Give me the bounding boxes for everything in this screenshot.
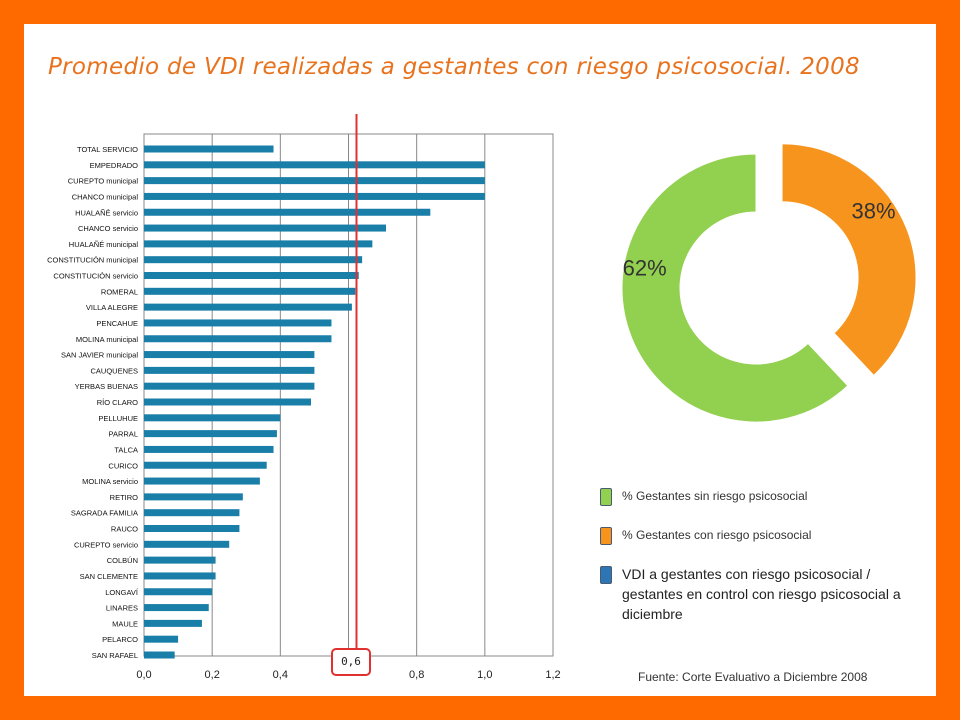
category-label: PARRAL [109,430,138,439]
bar [144,145,274,153]
donut-slice-con-riesgo [781,143,917,377]
category-label: LINARES [106,604,138,613]
category-label: HUALAÑÉ servicio [75,208,138,217]
bar [144,351,315,359]
bar [144,651,175,659]
category-label: CONSTITUCIÓN municipal [47,256,138,265]
category-label: RAUCO [111,525,138,534]
donut-chart: 38% 62% [621,143,917,423]
x-tick-label: 0,8 [409,669,424,681]
bar [144,366,315,374]
category-label: CONSTITUCIÓN servicio [53,272,138,281]
bar [144,272,359,279]
bar [144,572,216,580]
category-label: CHANCO municipal [72,192,139,201]
bar [144,445,274,453]
bar [144,287,356,295]
bar [144,414,281,422]
category-label: PELARCO [102,635,138,644]
donut-value-label: 62% [623,256,667,281]
category-label: LONGAVÍ [105,588,139,597]
x-tick-label: 0,4 [273,669,288,681]
category-label: VILLA ALEGRE [86,303,138,312]
legend-label: % Gestantes con riesgo psicosocial [622,528,812,542]
category-label: YERBAS BUENAS [75,382,138,391]
category-label: CUREPTO servicio [74,540,138,549]
category-label: MOLINA municipal [76,335,138,344]
category-label: SAN JAVIER municipal [61,351,138,360]
slide: Promedio de VDI realizadas a gestantes c… [24,24,936,696]
x-tick-label: 0,2 [205,669,220,681]
bar [144,303,352,311]
legend-item-vdi: VDI a gestantes con riesgo psicosocial /… [600,564,912,624]
legend-item-con-riesgo: % Gestantes con riesgo psicosocial [600,527,811,545]
legend-label: % Gestantes sin riesgo psicosocial [622,489,808,503]
legend-label: VDI a gestantes con riesgo psicosocial /… [622,566,901,622]
bar [144,208,431,216]
category-label: RÍO CLARO [97,398,138,407]
bar [144,509,240,517]
category-label: CAUQUENES [90,366,138,375]
source-note: Fuente: Corte Evaluativo a Diciembre 200… [638,670,868,684]
legend-item-sin-riesgo: % Gestantes sin riesgo psicosocial [600,488,807,506]
category-label: HUALAÑÉ municipal [69,240,139,249]
bar [144,256,363,264]
category-label: MAULE [112,619,138,628]
bar [144,619,202,627]
category-label: CUREPTO municipal [68,177,139,186]
category-label: SAN RAFAEL [92,651,138,660]
bar [144,477,260,485]
bar [144,382,315,390]
bar [144,556,216,564]
x-tick-label: 0,0 [136,669,151,681]
category-label: SAGRADA FAMILIA [71,509,138,518]
category-label: SAN CLEMENTE [80,572,138,581]
category-label: PENCAHUE [96,319,138,328]
category-label: CHANCO servicio [78,224,138,233]
category-label: PELLUHUE [98,414,138,423]
donut-slice-sin-riesgo [621,153,849,423]
donut-value-label: 38% [852,198,896,223]
bar [144,588,213,596]
category-label: CURICO [108,461,138,470]
bar [144,177,485,185]
green-square-icon [600,488,612,506]
category-label: TALCA [114,445,138,454]
x-tick-label: 1,0 [477,669,492,681]
category-label: RETIRO [110,493,139,502]
bar [144,240,373,248]
bar [144,319,332,327]
bar [144,224,386,232]
reference-value-box: 0,6 [331,648,371,676]
bar [144,430,277,438]
category-label: ROMERAL [101,287,138,296]
bar [144,335,332,343]
bar [144,461,267,469]
bar [144,398,312,406]
category-label: COLBÚN [107,556,138,565]
category-label: MOLINA servicio [82,477,138,486]
bar [144,161,485,169]
category-label: EMPEDRADO [90,161,139,170]
bar-chart: 0,0 0,2 0,4 0,8 1,0 1,2 TOTAL SERVICIO EMPEDRAD… [47,114,561,681]
bar [144,192,485,200]
category-label: TOTAL SERVICIO [77,145,138,154]
bar [144,540,230,548]
chart-title: Promedio de VDI realizadas a gestantes c… [48,54,860,80]
blue-square-icon [600,566,612,584]
orange-square-icon [600,527,612,545]
bar [144,635,179,643]
bar [144,525,240,532]
bar [144,604,209,612]
x-tick-label: 1,2 [545,669,560,681]
bar [144,493,243,501]
